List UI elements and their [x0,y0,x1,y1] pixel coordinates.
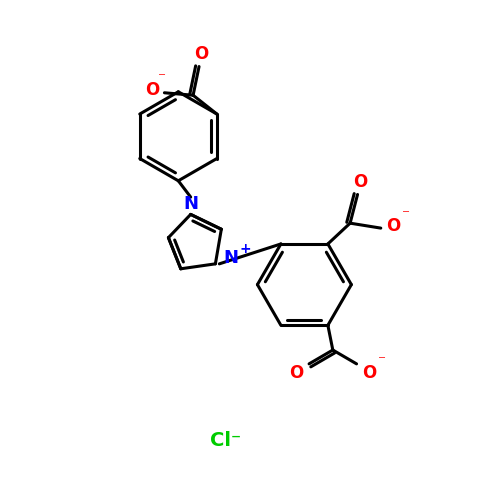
Text: O: O [194,45,208,63]
Text: ⁻: ⁻ [378,354,386,368]
Text: O: O [290,364,304,382]
Text: +: + [239,242,251,256]
Text: O: O [362,364,376,382]
Text: ⁻: ⁻ [402,207,409,222]
Text: Cl⁻: Cl⁻ [210,431,241,450]
Text: O: O [353,173,367,191]
Text: N: N [224,249,238,267]
Text: ⁻: ⁻ [158,70,166,86]
Text: N: N [183,194,198,212]
Text: O: O [386,216,400,234]
Text: O: O [145,82,159,100]
